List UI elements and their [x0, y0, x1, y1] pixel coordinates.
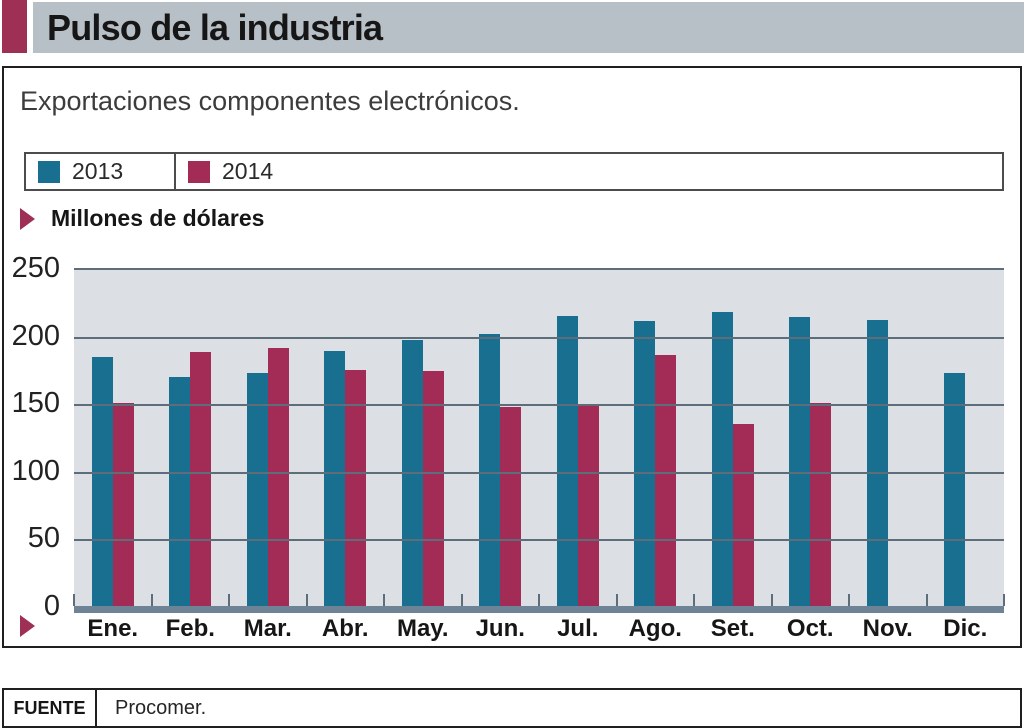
chart-subtitle: Exportaciones componentes electrónicos. — [20, 86, 520, 116]
x-axis-tick — [73, 594, 75, 606]
x-label-ene: Ene. — [87, 615, 139, 642]
plot-area — [74, 268, 1004, 608]
y-tick-label-100: 100 — [11, 454, 60, 487]
bar-2014-feb — [190, 352, 212, 608]
bar-2014-mar — [267, 348, 289, 608]
source-footer: FUENTE Procomer. — [2, 688, 1022, 728]
unit-label: Millones de dólares — [51, 205, 265, 231]
bar-group-oct — [772, 270, 850, 608]
legend-label-2014: 2014 — [222, 158, 274, 184]
y-tick-label-50: 50 — [27, 522, 60, 555]
legend-label-2013: 2013 — [72, 158, 124, 184]
bar-2013-abr — [324, 351, 346, 608]
bar-2014-jul — [577, 403, 599, 608]
bar-2013-nov — [866, 320, 888, 608]
x-label-feb: Feb. — [165, 615, 215, 642]
x-axis-tick — [383, 594, 385, 606]
bar-2013-jul — [556, 315, 578, 608]
bar-2014-may — [422, 371, 444, 608]
legend: 2013 2014 — [24, 152, 1004, 191]
x-label-mar: Mar. — [243, 615, 292, 642]
legend-swatch-2014 — [188, 160, 210, 183]
bar-2013-mar — [246, 372, 268, 608]
x-axis-tick — [925, 594, 928, 606]
bar-2013-set — [711, 311, 733, 608]
bar-group-dic — [927, 270, 1005, 608]
x-label-set: Set. — [710, 615, 755, 642]
bar-2013-ene — [91, 356, 113, 608]
axis-arrow-icon — [20, 615, 35, 637]
gridline-50 — [74, 539, 1004, 542]
x-axis-tick — [228, 594, 230, 606]
bar-2013-may — [401, 340, 423, 608]
x-axis-tick — [538, 594, 540, 606]
legend-swatch-2013 — [38, 160, 60, 183]
y-tick-label-150: 150 — [11, 387, 60, 420]
gridline-150 — [74, 404, 1004, 407]
x-axis-tick — [693, 594, 695, 606]
x-label-ago: Ago. — [628, 615, 682, 642]
chart-card: Exportaciones componentes electrónicos. … — [2, 66, 1022, 648]
bar-group-jun — [462, 270, 540, 608]
bar-series — [74, 270, 1004, 608]
x-label-jul: Jul. — [557, 615, 599, 642]
bar-group-nov — [849, 270, 927, 608]
bar-2014-ago — [655, 355, 677, 608]
x-label-nov: Nov. — [862, 615, 913, 642]
gridline-100 — [74, 471, 1004, 474]
x-label-abr: Abr. — [321, 615, 369, 642]
bar-group-ago — [617, 270, 695, 608]
bar-group-ene — [74, 270, 152, 608]
x-axis-tick — [770, 594, 773, 606]
bar-group-jul — [539, 270, 617, 608]
x-axis-tick — [150, 594, 153, 606]
x-label-dic: Dic. — [943, 615, 988, 642]
x-axis-tick — [1003, 594, 1005, 606]
gridline-200 — [74, 336, 1004, 339]
bar-2013-oct — [789, 317, 811, 608]
header-banner: Pulso de la industria — [33, 2, 1024, 53]
y-tick-label-250: 250 — [11, 252, 60, 284]
x-axis-tick — [848, 594, 850, 606]
bar-2013-dic — [944, 372, 966, 608]
bar-group-mar — [229, 270, 307, 608]
x-label-may: May. — [396, 615, 449, 642]
bar-2014-jun — [500, 406, 522, 608]
legend-item-2014: 2014 — [176, 154, 1002, 189]
unit-row: Millones de dólares — [20, 205, 264, 232]
source-label: FUENTE — [4, 690, 97, 726]
bar-group-set — [694, 270, 772, 608]
accent-block — [2, 0, 27, 53]
bar-2014-ene — [112, 402, 134, 608]
x-axis-tick — [460, 594, 463, 606]
bar-group-may — [384, 270, 462, 608]
legend-item-2013: 2013 — [26, 154, 176, 189]
source-value: Procomer. — [115, 696, 207, 719]
bar-group-abr — [307, 270, 385, 608]
bar-2014-set — [732, 424, 754, 608]
bar-2013-jun — [479, 333, 501, 608]
bar-2014-abr — [345, 370, 367, 608]
x-axis-tick — [305, 594, 308, 606]
bar-group-feb — [152, 270, 230, 608]
x-axis-tick — [615, 594, 618, 606]
arrow-right-icon — [20, 207, 35, 230]
bar-2013-ago — [634, 321, 656, 608]
y-tick-label-200: 200 — [11, 319, 60, 352]
y-tick-label-0: 0 — [43, 590, 60, 622]
bar-2014-oct — [810, 402, 832, 608]
x-label-jun: Jun. — [475, 615, 525, 642]
page-title: Pulso de la industria — [47, 6, 383, 48]
x-axis-baseline — [74, 606, 1004, 613]
y-axis-labels: 250 200 150 100 50 0 — [4, 68, 66, 646]
bar-2013-feb — [169, 376, 191, 608]
x-label-oct: Oct. — [786, 615, 834, 642]
x-axis-category-labels: Ene. Feb. Mar. Abr. May. Jun. Jul. Ago. Set. Oct.… — [74, 615, 1004, 643]
